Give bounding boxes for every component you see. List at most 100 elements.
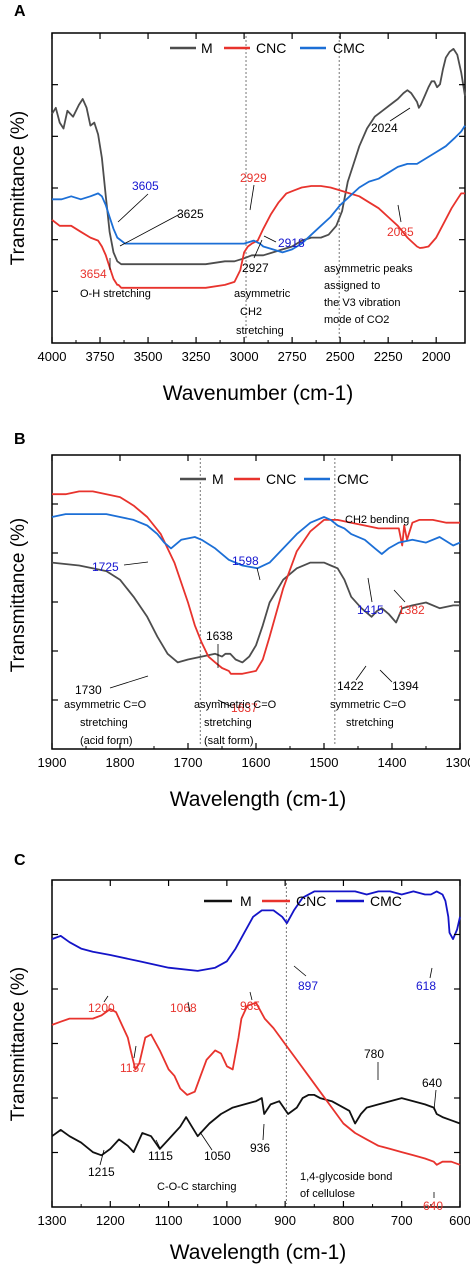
x-tick-label-a-7: 2250 <box>374 349 403 364</box>
peak-label-2918: 2918 <box>278 236 305 250</box>
arrow-2927 <box>253 239 263 259</box>
series-line-cmc-c <box>51 890 461 972</box>
x-axis-label-c: Wavelength (cm-1) <box>170 1241 347 1264</box>
arrow-1422 <box>355 665 367 681</box>
arrow-1637 <box>217 699 231 707</box>
series-line-cmc-a <box>52 125 466 254</box>
arrow-897 <box>293 965 307 977</box>
legend-a: M CNC CMC <box>170 40 365 56</box>
panel-a: A 4000 3750 3500 3250 3000 2750 2500 2250 2000 T… <box>8 3 466 405</box>
peak-label-1725: 1725 <box>92 560 119 574</box>
panel-b: B 1900 1800 1700 1600 1500 1400 1300 Transmitt… <box>8 431 470 811</box>
legend-label-cnc: CNC <box>296 893 326 909</box>
peak-label-2927: 2927 <box>242 261 269 275</box>
note-stretching-acid: stretching <box>80 717 128 729</box>
x-tick-label-a-2: 3500 <box>134 349 163 364</box>
plot-frame-c <box>51 879 461 1208</box>
arrow-1394 <box>379 669 393 683</box>
arrow-618 <box>429 967 433 979</box>
series-line-m-a <box>51 48 466 266</box>
arrow-2918 <box>263 235 277 243</box>
legend-label-cnc: CNC <box>266 471 296 487</box>
note-mode-co2: mode of CO2 <box>324 314 389 326</box>
peak-label-1638: 1638 <box>206 629 233 643</box>
series-line-cmc-b <box>51 513 461 570</box>
x-tick-label-a-1: 3750 <box>86 349 115 364</box>
x-tick-label-c-4: 900 <box>274 1213 296 1228</box>
panel-label-c: C <box>14 852 26 869</box>
note-salt-form: (salt form) <box>204 735 254 747</box>
arrow-1215 <box>99 1149 105 1166</box>
x-tick-label-c-2: 1100 <box>155 1213 183 1228</box>
x-tick-label-b-2: 1700 <box>174 755 203 770</box>
annotations-a: 3654 3605 3625 2929 2927 2918 2085 2024 … <box>80 121 414 337</box>
series-line-cnc-c <box>51 1001 461 1166</box>
series-line-cnc-b <box>52 490 460 675</box>
x-tick-label-a-4: 3000 <box>230 349 259 364</box>
panel-label-a: A <box>14 3 26 20</box>
note-asym-co-acid: asymmetric C=O <box>64 699 147 711</box>
arrow-2085 <box>397 204 402 223</box>
x-tick-label-c-6: 700 <box>391 1213 413 1228</box>
note-coc-starching: C-O-C starching <box>157 1181 236 1193</box>
note-stretching-salt: stretching <box>204 717 252 729</box>
legend-c: M CNC CMC <box>204 893 402 909</box>
x-tick-label-a-6: 2500 <box>326 349 355 364</box>
arrow-1050 <box>199 1131 213 1151</box>
note-oh-stretching: O-H stretching <box>80 288 151 300</box>
arrow-3605 <box>117 193 149 223</box>
x-tick-label-b-5: 1400 <box>378 755 407 770</box>
panel-label-b: B <box>14 431 26 448</box>
peak-label-3654: 3654 <box>80 267 107 281</box>
arrow-1415 <box>367 577 373 603</box>
arrow-640-m <box>433 1089 437 1111</box>
arrows-a <box>109 107 411 270</box>
x-tick-label-b-6: 1300 <box>446 755 470 770</box>
legend-label-cnc: CNC <box>256 40 286 56</box>
x-tick-label-b-3: 1600 <box>242 755 271 770</box>
note-assigned-to: assigned to <box>324 280 380 292</box>
arrow-965 <box>249 991 253 1001</box>
arrow-1730 <box>109 675 149 689</box>
series-line-m-c <box>51 1094 461 1157</box>
note-ch2-a: CH2 <box>240 306 262 318</box>
note-stretching-a: stretching <box>236 325 284 337</box>
x-tick-label-b-4: 1500 <box>310 755 339 770</box>
arrow-1115 <box>155 1139 161 1149</box>
arrow-3625 <box>119 213 181 247</box>
peak-label-965: 965 <box>240 999 260 1013</box>
x-axis-label-a: Wavenumber (cm-1) <box>163 382 354 405</box>
legend-label-cmc: CMC <box>337 471 369 487</box>
series-line-cnc-a <box>51 185 465 289</box>
note-asym-co-salt: asymmetric C=O <box>194 699 277 711</box>
peak-label-2929: 2929 <box>240 171 267 185</box>
peak-label-1068: 1068 <box>170 1001 197 1015</box>
peak-label-1157: 1157 <box>120 1061 146 1075</box>
legend-label-m: M <box>212 471 224 487</box>
legend-b: M CNC CMC <box>180 471 369 487</box>
x-tick-label-c-7: 600 <box>449 1213 470 1228</box>
x-tick-label-c-1: 1200 <box>96 1213 125 1228</box>
peak-label-936: 936 <box>250 1141 270 1155</box>
note-asym-peaks: asymmetric peaks <box>324 263 413 275</box>
x-tick-label-a-0: 4000 <box>38 349 67 364</box>
peak-label-1115: 1115 <box>148 1149 173 1163</box>
note-ch2-bending: CH2 bending <box>345 514 409 526</box>
peak-label-3625: 3625 <box>177 207 204 221</box>
x-tick-label-c-5: 800 <box>333 1213 355 1228</box>
peak-label-1382: 1382 <box>398 603 425 617</box>
y-axis-label-c: Transmittance (%) <box>8 967 29 1122</box>
x-axis-label-b: Wavelength (cm-1) <box>170 788 347 811</box>
series-line-m-b <box>51 561 460 664</box>
arrows-c <box>99 965 437 1198</box>
arrow-1068 <box>187 1001 191 1013</box>
legend-label-cmc: CMC <box>370 893 402 909</box>
peak-label-1422: 1422 <box>337 679 364 693</box>
peak-label-1730: 1730 <box>75 683 102 697</box>
x-tick-label-a-3: 3250 <box>182 349 211 364</box>
peak-label-1215: 1215 <box>88 1165 115 1179</box>
annotations-c: 897 618 1200 1068 965 1157 640 780 640 9… <box>88 979 443 1213</box>
x-tick-label-b-1: 1800 <box>106 755 135 770</box>
note-asymmetric-a: asymmetric <box>234 288 291 300</box>
